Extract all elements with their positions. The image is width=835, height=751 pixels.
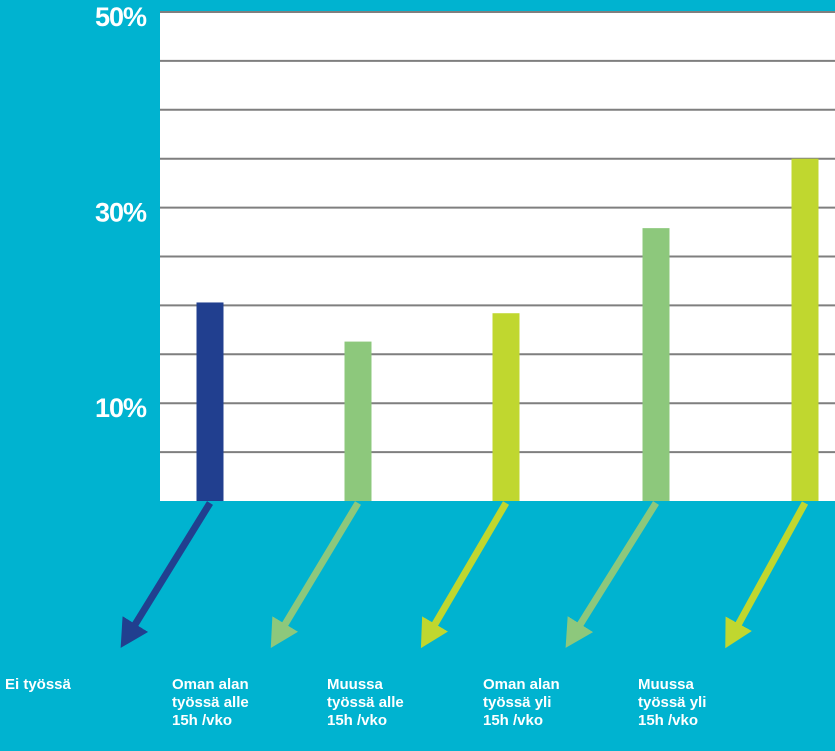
category-label: Oman alan työssä yli 15h /vko xyxy=(483,676,560,729)
y-tick-label: 50% xyxy=(95,2,147,32)
bar xyxy=(791,158,819,501)
category-label: Oman alan työssä alle 15h /vko xyxy=(172,676,249,729)
arrow xyxy=(725,501,809,649)
arrow xyxy=(270,501,361,648)
bar xyxy=(344,341,372,501)
bar xyxy=(642,228,670,501)
arrow xyxy=(565,501,659,648)
y-axis: 50% 30% 10% xyxy=(95,2,148,423)
arrow xyxy=(120,501,213,648)
bar xyxy=(492,313,520,501)
arrow xyxy=(420,501,510,649)
y-tick-label: 30% xyxy=(95,198,147,228)
category-label: Muussa työssä alle 15h /vko xyxy=(327,676,404,729)
bars xyxy=(196,158,819,501)
arrows xyxy=(120,501,809,649)
category-label: Ei työssä xyxy=(5,676,71,693)
category-label: Muussa työssä yli 15h /vko xyxy=(638,676,707,729)
bar xyxy=(196,302,224,501)
y-tick-label: 10% xyxy=(95,393,147,423)
